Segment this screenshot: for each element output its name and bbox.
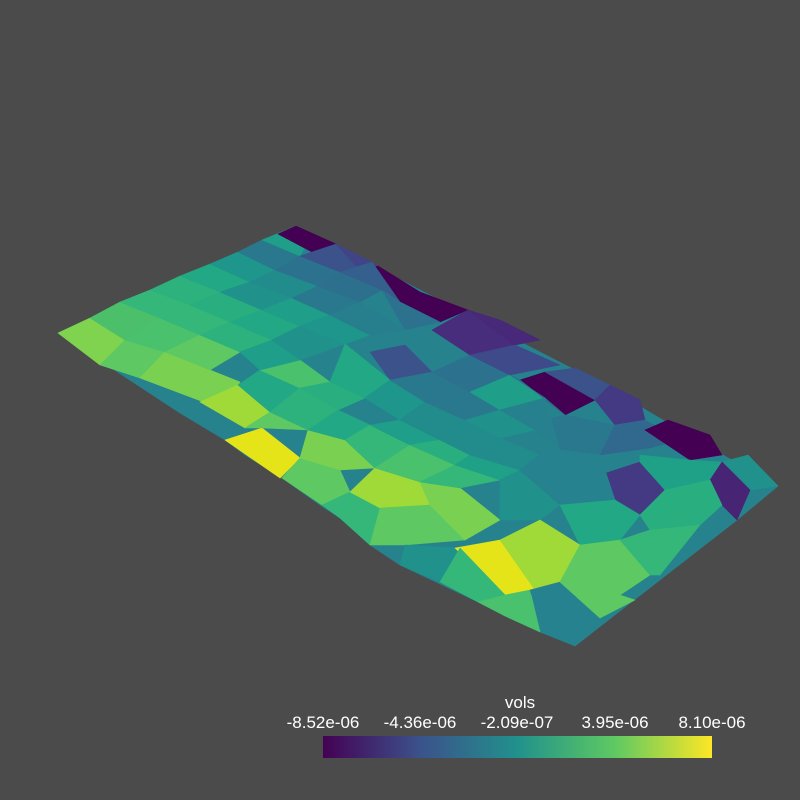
mesh-cell (281, 457, 351, 506)
mesh-cell (559, 499, 641, 546)
mesh-cell (467, 309, 541, 346)
scalar-bar-legend: vols -8.52e-06 -4.36e-06 -2.09e-07 3.95e… (270, 693, 770, 763)
mesh-cell (477, 589, 541, 633)
mesh-cell (419, 481, 501, 541)
mesh-cell (559, 581, 636, 619)
mesh-cell (619, 524, 701, 576)
mesh-cell (329, 301, 406, 336)
scalar-bar-tick-label: -2.09e-07 (480, 713, 554, 732)
mesh-cell (529, 581, 601, 647)
mesh-cell (594, 384, 646, 426)
scalar-bar-title: vols (504, 693, 536, 712)
scalar-bar-labels: -8.52e-06 -4.36e-06 -2.09e-07 3.95e-06 8… (270, 713, 770, 735)
scalar-bar-tick-label: 8.10e-06 (678, 713, 746, 732)
mesh-cell (644, 419, 723, 461)
scalar-bar-gradient (323, 736, 712, 758)
mesh-cell (499, 469, 561, 521)
mesh-cell (381, 289, 441, 331)
scalar-bar-tick-label: 3.95e-06 (581, 713, 649, 732)
scalar-bar-tick-label: -8.52e-06 (286, 713, 360, 732)
mesh-cell (469, 344, 561, 376)
scalar-bar-tick-label: -4.36e-06 (383, 713, 457, 732)
mesh-surface (57, 225, 779, 647)
mesh-cell (559, 539, 651, 596)
